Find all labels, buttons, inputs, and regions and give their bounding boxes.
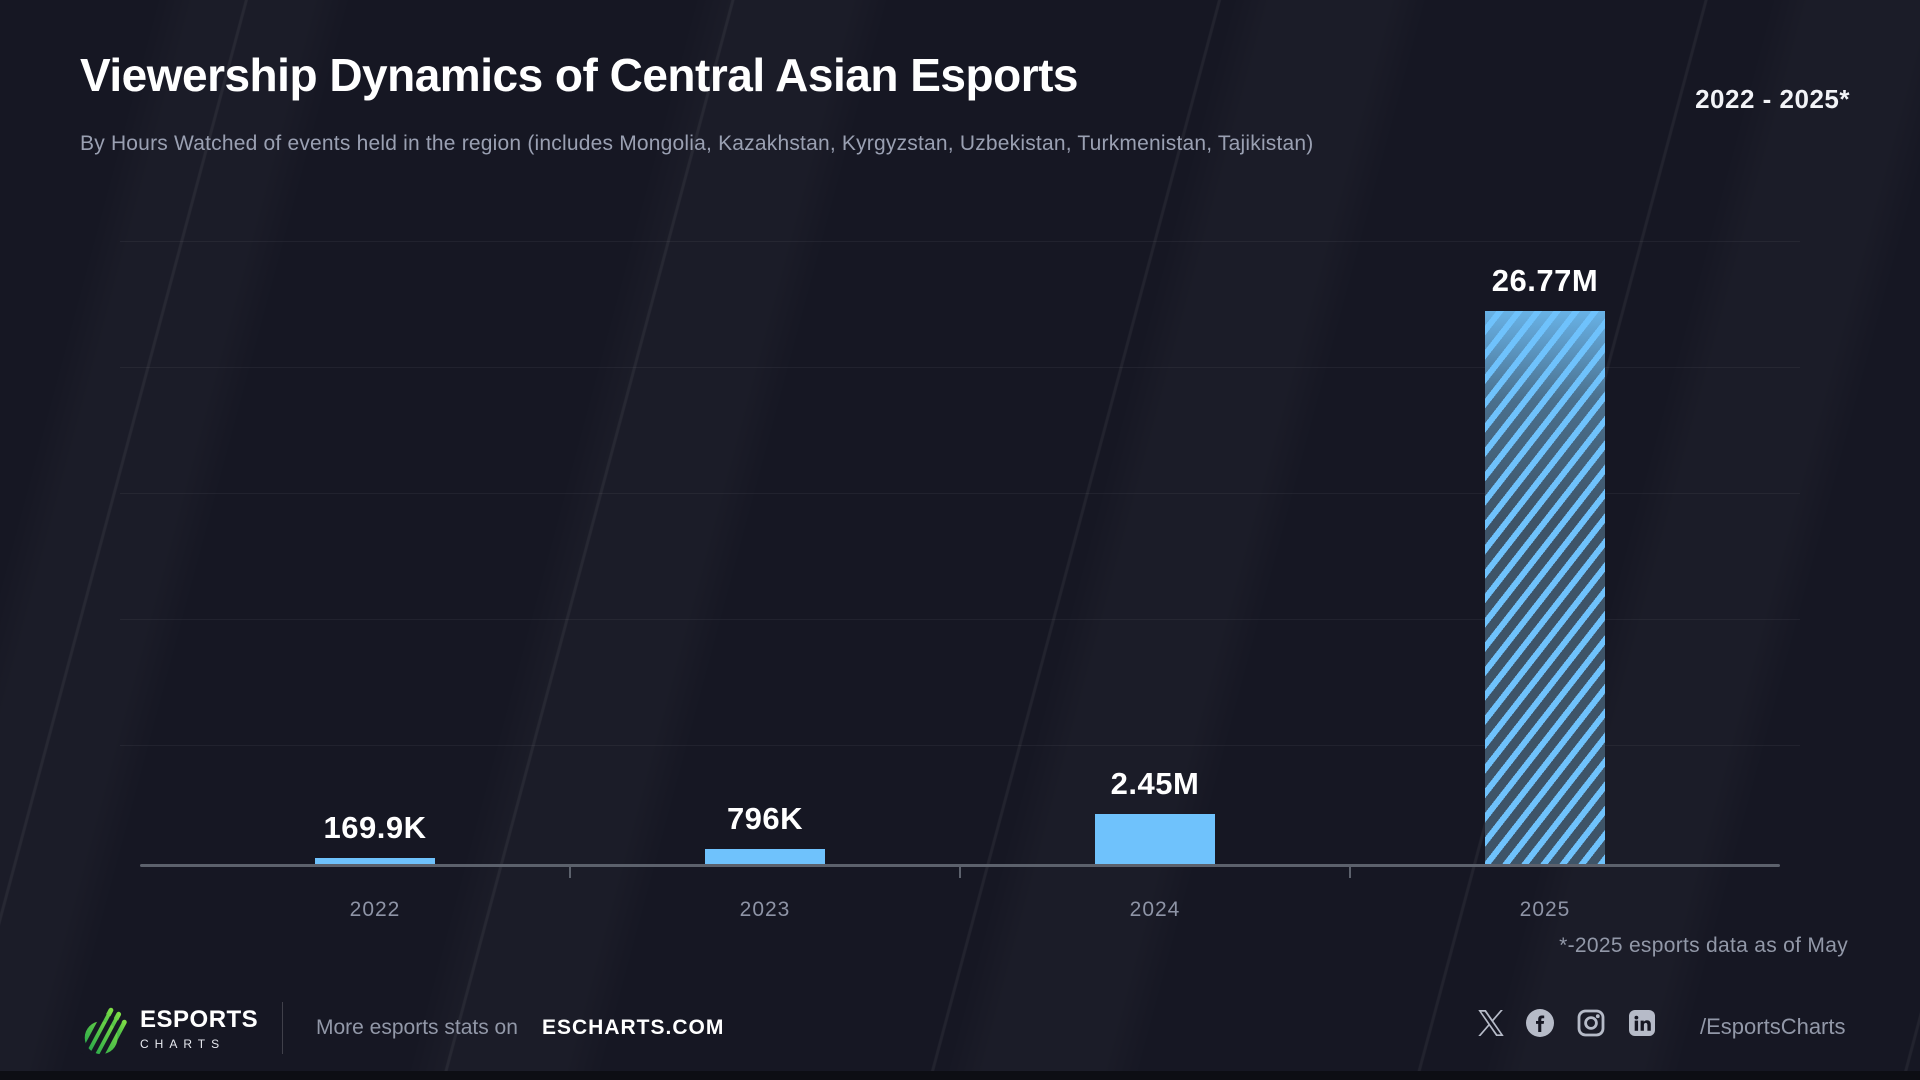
footer-divider bbox=[282, 1002, 283, 1054]
date-range-label: 2022 - 2025* bbox=[1695, 84, 1850, 114]
bar-column-2022: 169.9K bbox=[180, 170, 570, 865]
footer-message: More esports stats on bbox=[316, 1016, 518, 1039]
gridline bbox=[120, 619, 1800, 620]
chart-footnote: *-2025 esports data as of May bbox=[1559, 934, 1848, 957]
x-axis-label-2022: 2022 bbox=[349, 898, 401, 921]
footer-bar: ESPORTS CHARTS More esports stats on ESC… bbox=[0, 998, 1920, 1062]
escharts-site-link[interactable]: ESCHARTS.COM bbox=[542, 1016, 725, 1039]
bar-2023 bbox=[705, 849, 825, 865]
bar-2024 bbox=[1095, 814, 1215, 865]
esports-charts-logo-icon bbox=[80, 1007, 127, 1058]
gridline bbox=[120, 493, 1800, 494]
brand-wordmark: ESPORTS CHARTS bbox=[140, 1006, 259, 1051]
bar-chart-plot-area: 169.9K 796K 2.45M 26.77M bbox=[140, 170, 1780, 865]
x-axis-line bbox=[140, 864, 1780, 867]
bar-value-label: 796K bbox=[726, 801, 804, 836]
bar-value-label: 2.45M bbox=[1110, 766, 1200, 801]
instagram-icon[interactable] bbox=[1576, 1008, 1606, 1038]
gridline bbox=[120, 241, 1800, 242]
page-title: Viewership Dynamics of Central Asian Esp… bbox=[80, 49, 1079, 101]
axis-tick bbox=[959, 867, 961, 878]
bar-2022 bbox=[315, 858, 435, 865]
bar-column-2025: 26.77M bbox=[1350, 170, 1740, 865]
x-axis-label-2023: 2023 bbox=[739, 898, 791, 921]
bar-column-2024: 2.45M bbox=[960, 170, 1350, 865]
x-axis-label-2024: 2024 bbox=[1129, 898, 1181, 921]
social-icons-row bbox=[1478, 1008, 1657, 1038]
bottom-edge-strip bbox=[0, 1071, 1920, 1080]
x-axis-label-2025: 2025 bbox=[1519, 898, 1571, 921]
social-handle: /EsportsCharts bbox=[1700, 1014, 1846, 1039]
gridline bbox=[120, 367, 1800, 368]
brand-name-esports: ESPORTS bbox=[140, 1006, 259, 1034]
bar-column-2023: 796K bbox=[570, 170, 960, 865]
brand-block: ESPORTS CHARTS bbox=[80, 1000, 258, 1058]
axis-tick bbox=[1349, 867, 1351, 878]
x-axis-labels: 2022 2023 2024 2025 bbox=[140, 898, 1780, 922]
linkedin-icon[interactable] bbox=[1627, 1008, 1657, 1038]
bar-2025 bbox=[1485, 311, 1605, 865]
brand-name-charts: CHARTS bbox=[140, 1036, 226, 1051]
page-subtitle: By Hours Watched of events held in the r… bbox=[80, 132, 1314, 155]
bar-value-label: 26.77M bbox=[1491, 263, 1599, 298]
axis-tick bbox=[569, 867, 571, 878]
facebook-icon[interactable] bbox=[1525, 1008, 1555, 1038]
bar-value-label: 169.9K bbox=[323, 810, 427, 845]
x-twitter-icon[interactable] bbox=[1478, 1010, 1504, 1036]
gridline bbox=[120, 745, 1800, 746]
